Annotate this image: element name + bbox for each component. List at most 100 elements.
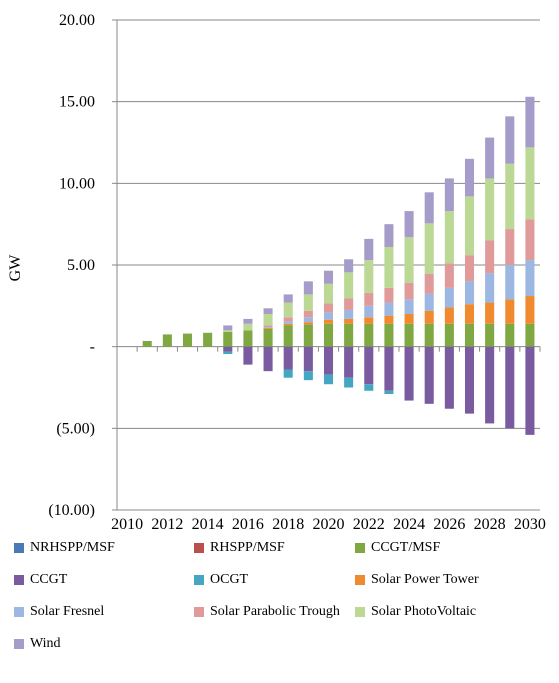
bar-segment [464,281,475,305]
bar-segment [444,323,454,347]
bar-segment [505,323,515,347]
bar-segment [384,287,394,303]
bar-segment [263,308,273,314]
bar-segment [223,346,233,352]
legend-swatch [194,543,204,553]
legend-item: Wind [14,636,61,652]
bar-segment [404,282,414,300]
bar-segment [384,224,394,248]
legend-label: Wind [30,636,61,651]
y-tick-label: 20.00 [59,12,95,29]
bar-segment [364,238,374,261]
bar-segment [404,299,414,314]
legend-swatch [14,543,24,553]
bar-segment [263,314,273,326]
legend-swatch [14,607,24,617]
y-tick-label: 10.00 [59,175,95,192]
bar-segment [485,273,495,303]
bar-segment [323,374,334,385]
legend-label: OCGT [210,572,249,587]
bar-segment [464,304,475,324]
bar-segment [344,298,354,310]
bar-segment [444,287,454,308]
bar-segment [323,303,334,313]
bar-segment [283,317,293,322]
legend-swatch [14,575,24,585]
bar-segment [303,322,313,325]
legend-swatch [355,543,365,553]
bar-segment [303,281,313,295]
bar-segment [525,96,535,148]
x-tick-label: 2014 [192,516,224,533]
y-tick-label: 15.00 [59,94,95,111]
bar-segment [303,317,313,323]
bar-segment [223,330,233,332]
x-tick-label: 2020 [313,516,345,533]
legend-label: Solar Fresnel [30,604,105,619]
bar-segment [243,323,253,331]
bar-segment [424,346,434,404]
bar-segment [525,296,535,324]
legend-item: Solar PhotoVoltaic [355,604,476,620]
bar-segment [263,346,273,372]
bar-series [142,96,535,435]
legend-label: CCGT/MSF [371,540,441,555]
bar-segment [525,219,535,261]
bar-segment [525,260,535,297]
bar-segment [464,196,475,256]
bar-segment [404,314,414,324]
bar-segment [283,294,293,303]
bar-segment [263,328,273,347]
bar-segment [364,292,374,306]
legend-swatch [194,607,204,617]
x-tick-label: 2028 [474,516,506,533]
gridlines [117,19,540,511]
bar-segment [303,371,313,381]
bar-segment [344,272,354,299]
bar-segment [243,346,253,365]
bar-segment [364,317,374,324]
bar-segment [283,346,293,370]
bar-segment [525,147,535,220]
bar-segment [344,323,354,347]
x-tick-label: 2016 [232,516,264,533]
y-tick-labels: 20.00 15.00 10.00 5.00 - (5.00) (10.00) [48,12,95,519]
bar-segment [485,346,495,424]
bar-segment [384,315,394,324]
bar-segment [303,294,313,311]
legend-swatch [14,639,24,649]
legend-swatch [194,575,204,585]
bar-segment [323,319,334,324]
legend-label: CCGT [30,572,68,587]
bar-segment [162,334,172,347]
bar-segment [344,259,354,273]
bar-segment [505,346,515,429]
bar-segment [444,346,454,409]
bar-segment [344,346,354,378]
bar-segment [243,330,253,347]
bar-segment [505,116,515,164]
bar-segment [344,377,354,388]
legend-swatch [355,575,365,585]
bar-segment [525,323,535,347]
bar-segment [485,302,495,324]
bar-segment [142,340,152,347]
bar-segment [525,346,535,435]
bar-segment [263,327,273,328]
bar-segment [263,327,273,329]
legend-item: OCGT [194,572,248,588]
y-tick-label: (10.00) [48,502,95,519]
x-tick-label: 2030 [514,516,546,533]
bar-segment [323,270,334,284]
legend-item: Solar Parabolic Trough [194,604,340,620]
legend-item: CCGT [14,572,67,588]
bar-segment [424,310,434,324]
legend-item: CCGT/MSF [355,540,440,556]
x-tick-label: 2024 [393,516,425,533]
bar-segment [263,325,273,328]
bar-segment [303,346,313,372]
legend-label: RHSPP/MSF [210,540,285,555]
y-tick-label: - [90,339,95,356]
legend: NRHSPP/MSF RHSPP/MSF CCGT/MSF CCGT OCGT Solar… [0,538,559,678]
